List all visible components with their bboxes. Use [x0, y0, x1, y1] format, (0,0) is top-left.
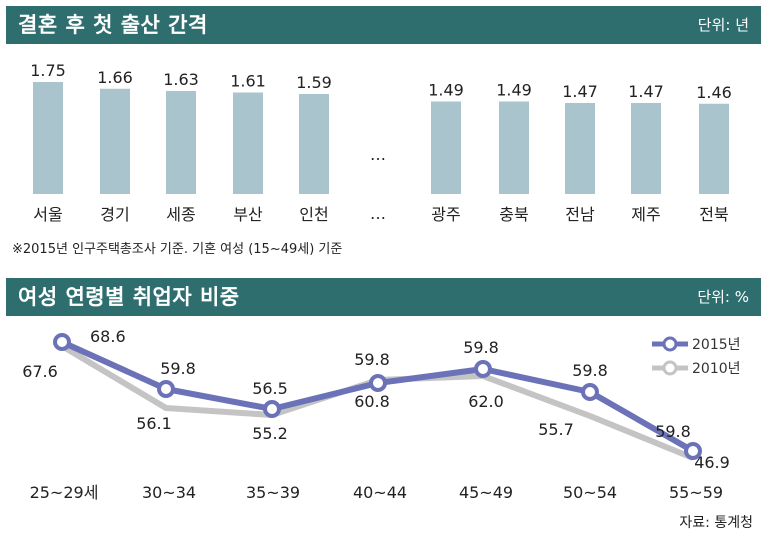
panel2-header: 여성 연령별 취업자 비중 단위: %	[6, 278, 761, 316]
bar-value-label: 1.49	[496, 81, 532, 100]
bar-chart-birth-interval: 1.75 서울 1.66 경기 1.63 세종 1.61 부산 1.59 인천 1.49 광주 1.49…	[30, 61, 732, 224]
bar-value-label: 1.59	[296, 73, 332, 92]
category-label: 서울	[33, 205, 62, 224]
x-tick-label: 35~39	[246, 483, 300, 502]
x-tick-label: 30~34	[142, 483, 196, 502]
data-label-2010: 55.7	[538, 420, 574, 439]
point-2015	[474, 360, 492, 378]
category-label: 전남	[565, 205, 595, 224]
bar-충북	[499, 101, 529, 194]
bar-경기	[100, 88, 130, 194]
x-tick-label: 45~49	[459, 483, 513, 502]
bar-세종	[166, 91, 196, 194]
category-label: 충북	[499, 205, 528, 224]
bar-value-label: 1.47	[562, 82, 598, 101]
bar-광주	[431, 101, 461, 194]
bar-value-label: 1.61	[230, 72, 266, 91]
bar-value-label: 1.66	[97, 68, 133, 87]
panel1-header: 결혼 후 첫 출산 간격 단위: 년	[6, 6, 761, 44]
point-2015	[581, 383, 599, 401]
panel2-title: 여성 연령별 취업자 비중	[18, 285, 240, 309]
data-label-2010: 55.2	[252, 424, 288, 443]
bar-인천	[299, 94, 329, 194]
line-chart-employment-ratio: 68.6 59.8 56.5 59.8 59.8 59.8 59.8 67.6 56.1 55.2…	[22, 327, 741, 502]
data-label-2015: 68.6	[90, 327, 126, 346]
legend: 2015년 2010년	[652, 336, 741, 377]
legend-2010-marker	[662, 360, 678, 376]
data-label-2010: 67.6	[22, 362, 58, 381]
panel1-unit: 단위: 년	[697, 16, 749, 34]
category-label: 인천	[299, 205, 328, 224]
bar-value-label: 1.63	[163, 70, 199, 89]
data-label-2010: 46.9	[694, 453, 730, 472]
data-label-2015: 59.8	[463, 338, 499, 357]
bar-value-label: 1.75	[30, 61, 66, 80]
x-tick-label: 40~44	[353, 483, 407, 502]
bar-value-label: 1.47	[628, 82, 664, 101]
data-label-2010: 56.1	[136, 414, 172, 433]
bar-전북	[699, 103, 729, 194]
legend-2010-label: 2010년	[692, 361, 741, 377]
footnote: ※2015년 인구주택총조사 기준. 기혼 여성 (15~49세) 기준	[12, 242, 343, 257]
bar-부산	[233, 92, 263, 194]
x-tick-label: 50~54	[563, 483, 617, 502]
category-label: 전북	[699, 205, 728, 224]
point-2015	[263, 400, 281, 418]
bar-서울	[33, 82, 63, 194]
bar-전남	[565, 103, 595, 194]
source: 자료: 통계청	[679, 515, 753, 531]
point-2015	[53, 333, 71, 351]
ellipsis-mid: …	[370, 145, 386, 164]
ellipsis-axis: …	[370, 204, 386, 223]
panel1-title: 결혼 후 첫 출산 간격	[18, 13, 208, 37]
data-label-2010: 60.8	[354, 392, 390, 411]
category-label: 경기	[100, 205, 129, 224]
point-2015	[369, 374, 387, 392]
category-label: 광주	[431, 205, 460, 224]
point-2015	[684, 442, 702, 460]
panel2-unit: 단위: %	[697, 288, 749, 306]
x-tick-label: 55~59	[669, 483, 723, 502]
legend-2015-label: 2015년	[692, 337, 741, 353]
category-label: 제주	[631, 205, 660, 224]
data-label-2015: 59.8	[572, 361, 608, 380]
x-tick-label: 25~29세	[30, 483, 99, 502]
category-label: 세종	[166, 205, 195, 224]
bar-제주	[631, 103, 661, 194]
bar-value-label: 1.49	[428, 81, 464, 100]
data-label-2015: 59.8	[160, 359, 196, 378]
data-label-2015: 59.8	[354, 350, 390, 369]
bar-value-label: 1.46	[696, 83, 732, 102]
data-label-2015: 59.8	[655, 422, 691, 441]
category-label: 부산	[233, 205, 263, 224]
data-label-2010: 62.0	[468, 392, 504, 411]
data-label-2015: 56.5	[252, 379, 288, 398]
legend-2015-marker	[662, 336, 678, 352]
point-2015	[157, 380, 175, 398]
